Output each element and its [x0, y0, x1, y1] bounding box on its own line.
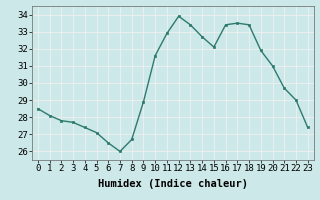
X-axis label: Humidex (Indice chaleur): Humidex (Indice chaleur) [98, 179, 248, 189]
